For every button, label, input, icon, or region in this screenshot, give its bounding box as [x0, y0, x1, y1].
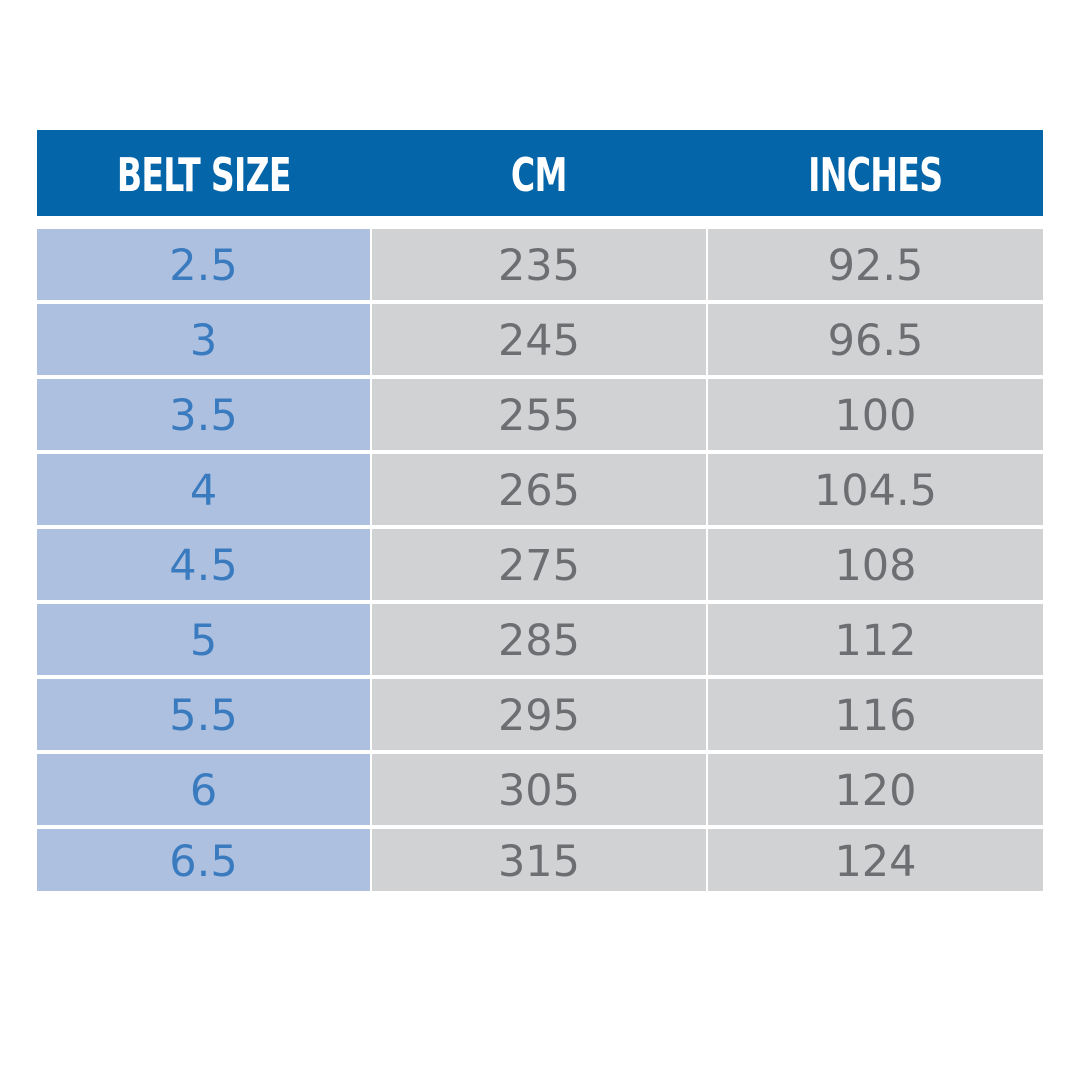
table-cell: 120	[708, 754, 1043, 825]
table-cell: 124	[708, 829, 1043, 891]
table-cell: 285	[372, 604, 706, 675]
table-cell: 104.5	[708, 454, 1043, 525]
table-cell-text: 3	[189, 316, 218, 366]
table-cell: 3	[37, 304, 370, 375]
table-cell-text: 5.5	[169, 691, 238, 741]
table-cell: 108	[708, 529, 1043, 600]
table-cell-text: 275	[497, 541, 581, 591]
table-cell: 5	[37, 604, 370, 675]
table-cell-text: 124	[834, 837, 917, 887]
header-cell-text: CM	[511, 148, 568, 202]
header-cell: CM	[372, 130, 706, 216]
table-cell-text: 120	[834, 766, 917, 816]
table-cell-text: 245	[497, 316, 581, 366]
table-cell-text: 255	[497, 391, 581, 441]
table-cell-text: 100	[834, 391, 917, 441]
header-cell-text: BELT SIZE	[116, 148, 292, 202]
table-cell: 100	[708, 379, 1043, 450]
table-cell-text: 285	[497, 616, 581, 666]
header-cell: INCHES	[708, 130, 1043, 216]
table-cell-text: 5	[189, 616, 218, 666]
table-cell: 315	[372, 829, 706, 891]
table-cell-text: 112	[834, 616, 917, 666]
table-cell: 4.5	[37, 529, 370, 600]
table-cell: 6.5	[37, 829, 370, 891]
table-cell: 116	[708, 679, 1043, 750]
table-cell-text: 96.5	[827, 316, 924, 366]
table-cell-text: 104.5	[813, 466, 938, 516]
table-cell-text: 2.5	[169, 241, 238, 291]
table-cell-text: 3.5	[169, 391, 238, 441]
table-cell: 305	[372, 754, 706, 825]
table-cell: 96.5	[708, 304, 1043, 375]
table-cell: 265	[372, 454, 706, 525]
table-cell-text: 116	[834, 691, 917, 741]
table-cell-text: 108	[834, 541, 917, 591]
table-cell-text: 315	[497, 837, 581, 887]
table-cell: 6	[37, 754, 370, 825]
table-cell-text: 4.5	[169, 541, 238, 591]
table-cell: 295	[372, 679, 706, 750]
table-cell: 2.5	[37, 229, 370, 300]
table-cell-text: 295	[497, 691, 581, 741]
table-cell: 92.5	[708, 229, 1043, 300]
header-cell: BELT SIZE	[37, 130, 370, 216]
table-cell-text: 92.5	[827, 241, 924, 291]
table-cell: 275	[372, 529, 706, 600]
table-cell: 235	[372, 229, 706, 300]
table-cell: 5.5	[37, 679, 370, 750]
header-cell-text: INCHES	[808, 148, 943, 202]
table-cell-text: 235	[497, 241, 581, 291]
table-cell: 112	[708, 604, 1043, 675]
table-cell-text: 305	[497, 766, 581, 816]
table-cell-text: 6.5	[169, 837, 238, 887]
table-cell: 245	[372, 304, 706, 375]
table-cell-text: 265	[497, 466, 581, 516]
table-cell: 3.5	[37, 379, 370, 450]
header-band	[37, 130, 1043, 216]
table-cell: 255	[372, 379, 706, 450]
table-cell: 4	[37, 454, 370, 525]
table-cell-text: 4	[189, 466, 218, 516]
table-cell-text: 6	[189, 766, 218, 816]
